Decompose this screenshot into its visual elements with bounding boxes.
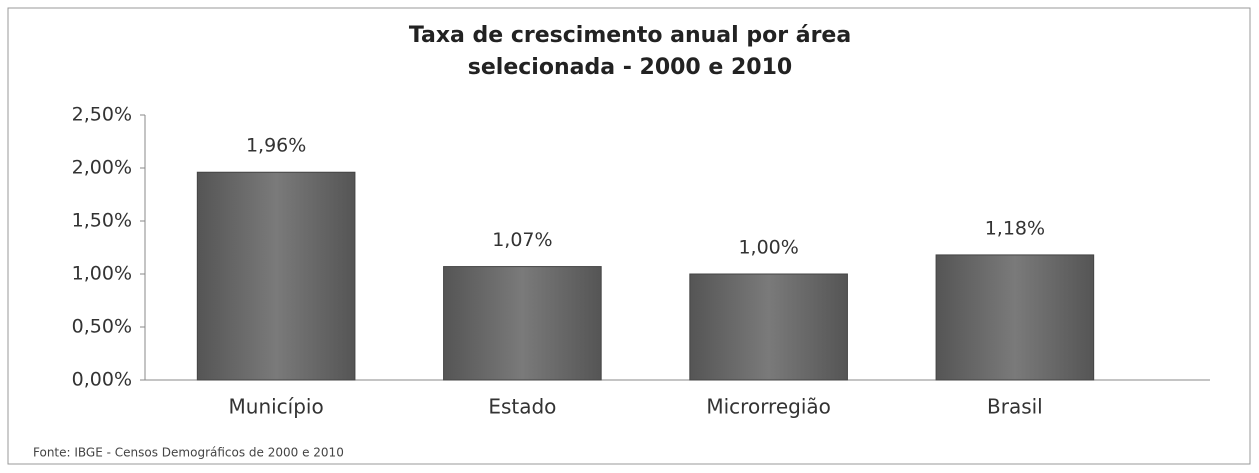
bar xyxy=(196,171,356,381)
bar xyxy=(689,273,848,381)
y-tick-label: 1,50% xyxy=(72,210,132,232)
source: Fonte: IBGE - Censos Demográficos de 200… xyxy=(33,446,344,460)
y-tick-label: 0,00% xyxy=(72,369,132,391)
chart-title: Taxa de crescimento anual por área selec… xyxy=(408,23,852,80)
x-tick-label: Município xyxy=(229,395,324,419)
x-tick-label: Estado xyxy=(488,395,556,419)
value-label: 1,00% xyxy=(738,237,798,259)
y-tick-label: 0,50% xyxy=(72,316,132,338)
x-tick-label: Brasil xyxy=(987,395,1043,419)
value-label: 1,96% xyxy=(246,135,306,157)
value-label: 1,07% xyxy=(492,229,552,251)
y-tick-label: 1,00% xyxy=(72,263,132,285)
bar xyxy=(935,254,1095,381)
bar xyxy=(443,266,602,381)
y-tick-label: 2,50% xyxy=(72,104,132,126)
x-tick-label: Microrregião xyxy=(706,395,831,419)
chart-border xyxy=(7,7,1251,465)
value-label: 1,18% xyxy=(985,217,1045,239)
y-tick-label: 2,00% xyxy=(72,157,132,179)
